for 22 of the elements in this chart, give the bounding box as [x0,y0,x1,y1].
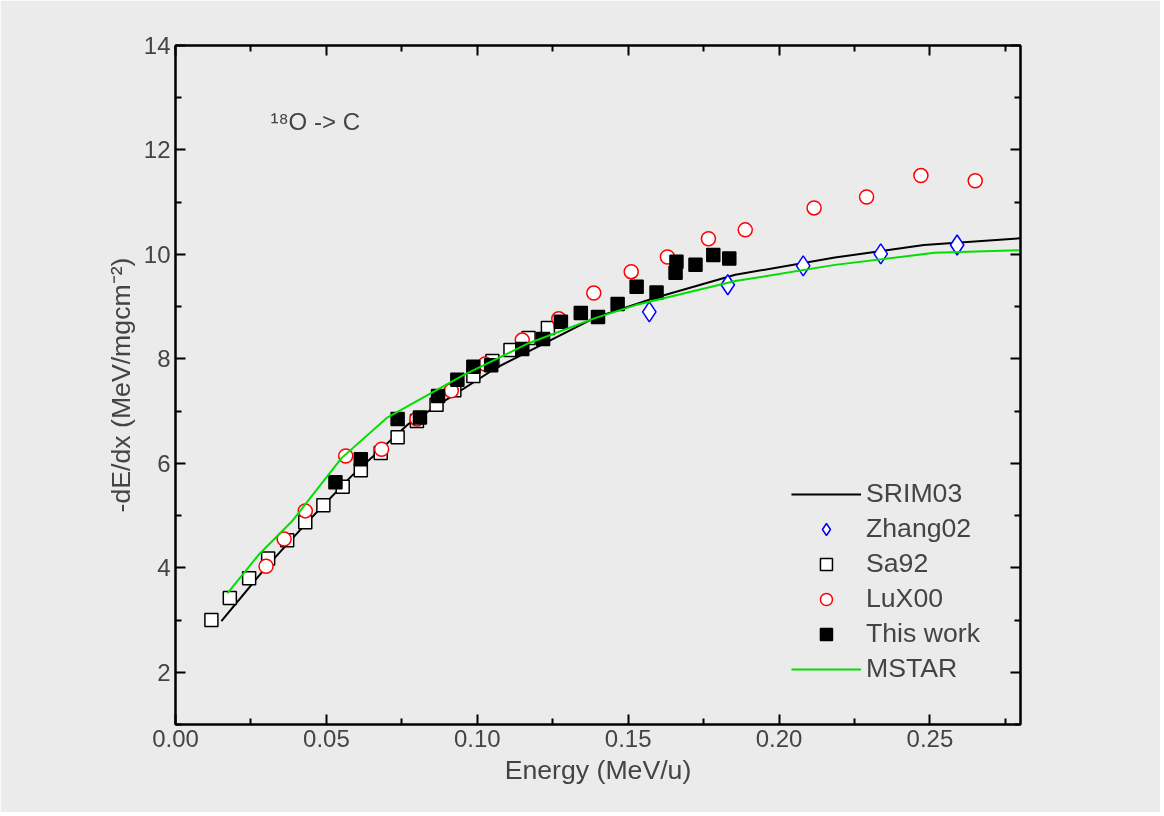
x-tick-label: 0.00 [152,724,199,752]
x-tick-label: 0.10 [453,724,501,752]
legend-label: Sa92 [865,548,929,579]
y-tick-label: 2 [157,658,171,686]
legend-label: LuX00 [865,583,944,614]
y-tick-label: 10 [143,240,171,268]
x-tick-label: 0.25 [906,724,954,752]
y-axis-title: -dE/dx (MeV/mgcm⁻²) [105,257,136,513]
legend-label: Zhang02 [865,513,972,544]
annotation: ¹⁸O -> C [270,107,360,135]
x-tick-label: 0.15 [604,724,652,752]
y-tick-label: 14 [143,32,171,59]
y-tick-label: 12 [143,136,171,164]
y-tick-label: 4 [157,554,171,582]
x-tick-label: 0.05 [303,724,350,752]
y-tick-label: 6 [157,449,171,477]
legend-label: MSTAR [865,653,958,684]
legend-label: This work [865,618,980,649]
x-tick-label: 0.20 [755,724,803,752]
x-axis-title: Energy (MeV/u) [504,754,692,785]
legend-label: SRIM03 [865,478,963,509]
y-tick-label: 8 [157,345,171,373]
